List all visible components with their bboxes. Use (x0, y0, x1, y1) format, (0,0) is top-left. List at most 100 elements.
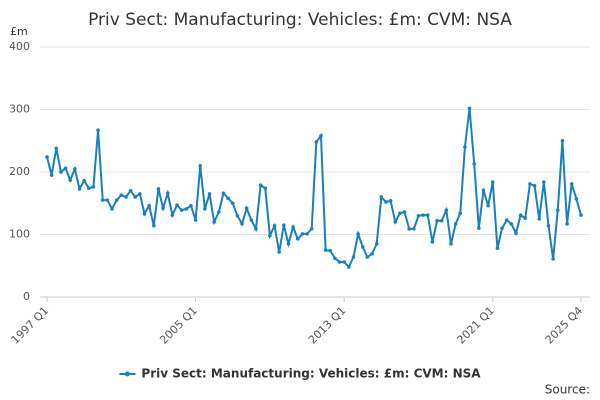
point (138, 192, 142, 196)
point (175, 203, 179, 207)
point (59, 170, 63, 174)
point (161, 206, 165, 211)
point (207, 192, 212, 196)
point (574, 197, 579, 201)
point (384, 200, 388, 204)
point (458, 211, 463, 216)
point (309, 227, 314, 231)
point (235, 213, 240, 218)
point (374, 242, 379, 246)
point (272, 223, 277, 228)
point (282, 223, 286, 227)
point (328, 248, 333, 253)
x-tick-label: 2005 Q1 (157, 304, 200, 347)
point (486, 203, 490, 208)
legend-marker (124, 371, 130, 377)
x-tick-label: 2025 Q4 (543, 304, 586, 347)
y-tick-label: 0 (23, 290, 30, 303)
point (430, 240, 435, 244)
point (379, 195, 384, 199)
point (268, 233, 272, 238)
point (212, 220, 216, 224)
point (244, 206, 249, 211)
point (77, 187, 82, 191)
point (114, 198, 119, 202)
point (412, 227, 416, 231)
point (421, 213, 425, 217)
point (555, 208, 560, 212)
point (86, 186, 91, 191)
point (133, 195, 138, 199)
point (337, 260, 342, 264)
point (45, 155, 49, 159)
point (444, 208, 449, 212)
x-tick-label: 2021 Q1 (454, 304, 497, 347)
series-line (46, 108, 582, 269)
point (481, 188, 486, 192)
y-tick-label: 100 (9, 228, 30, 241)
point (347, 265, 351, 269)
point (439, 218, 444, 223)
point (453, 222, 458, 226)
point (402, 210, 407, 214)
point (124, 195, 128, 199)
point (393, 220, 398, 224)
point (147, 203, 151, 208)
point (449, 242, 453, 246)
point (435, 218, 439, 223)
point (156, 187, 161, 191)
point (370, 252, 374, 256)
point (546, 223, 551, 228)
point (305, 232, 309, 236)
point (73, 167, 77, 171)
point (314, 140, 319, 144)
point (333, 256, 337, 261)
y-axis-unit: £m (10, 25, 28, 38)
x-tick-label: 1997 Q1 (9, 304, 52, 347)
point (495, 246, 500, 251)
point (509, 222, 514, 226)
point (221, 191, 226, 196)
point (91, 185, 96, 189)
point (198, 163, 203, 168)
point (142, 212, 147, 216)
point (532, 183, 537, 188)
point (263, 186, 268, 191)
point (560, 138, 565, 143)
point (100, 198, 105, 202)
point (277, 250, 281, 254)
point (179, 208, 184, 212)
legend-item: Priv Sect: Manufacturing: Vehicles: £m: … (119, 367, 481, 381)
point (105, 198, 110, 202)
y-tick-label: 300 (9, 103, 30, 116)
point (82, 178, 86, 183)
point (295, 237, 300, 241)
point (514, 231, 518, 236)
point (63, 166, 68, 171)
point (388, 198, 393, 203)
point (226, 196, 230, 201)
point (490, 180, 495, 184)
point (165, 191, 170, 196)
point (184, 207, 189, 211)
point (258, 183, 263, 187)
point (110, 207, 114, 211)
point (351, 255, 356, 259)
point (579, 213, 583, 217)
point (365, 255, 370, 259)
point (537, 217, 542, 221)
point (477, 226, 481, 231)
point (518, 213, 523, 217)
point (249, 218, 254, 222)
point (291, 225, 295, 229)
point (300, 232, 305, 236)
point (360, 245, 365, 249)
point (54, 146, 59, 151)
point (398, 211, 402, 216)
point (203, 207, 207, 211)
point (463, 145, 467, 149)
point (230, 201, 235, 206)
point (542, 180, 546, 184)
y-tick-label: 400 (9, 40, 30, 53)
